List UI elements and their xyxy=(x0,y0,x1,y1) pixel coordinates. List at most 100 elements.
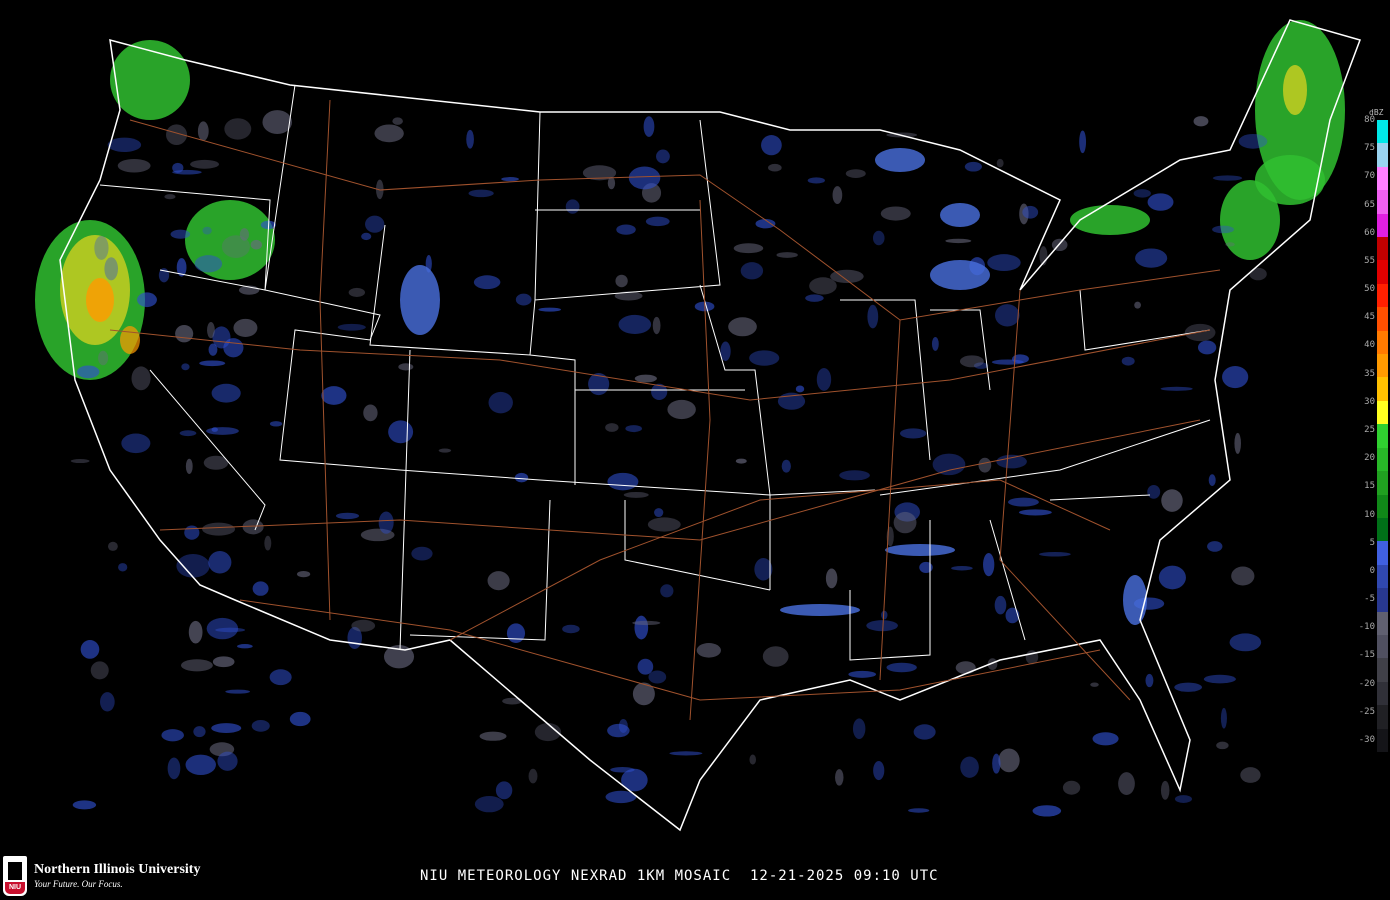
legend-swatch xyxy=(1377,447,1388,472)
radar-echo xyxy=(194,255,223,273)
radar-echo xyxy=(867,304,879,329)
radar-echo xyxy=(735,458,747,464)
radar-echo xyxy=(202,226,212,235)
radar-echo xyxy=(100,692,115,712)
radar-echo xyxy=(1161,489,1183,512)
radar-echo xyxy=(607,177,616,190)
radar-echo xyxy=(940,203,980,227)
radar-echo xyxy=(1008,497,1039,507)
radar-echo xyxy=(1207,541,1223,552)
radar-echo xyxy=(643,116,655,137)
radar-echo xyxy=(761,135,782,156)
niu-logo: NIU Northern Illinois University Your Fu… xyxy=(3,856,233,898)
radar-echo xyxy=(885,544,955,556)
radar-echo xyxy=(1070,205,1150,235)
radar-echo xyxy=(880,206,911,221)
legend-tick: 60 xyxy=(1364,227,1375,238)
radar-echo xyxy=(184,525,200,540)
radar-echo xyxy=(919,561,933,574)
dbz-legend: dBZ 80 75 70 65 60 55 50 45 40 35 30 25 20 15 10 5 0 -5 -1… xyxy=(1355,108,1390,758)
highway xyxy=(449,479,1111,641)
radar-echo xyxy=(951,565,973,571)
highway xyxy=(319,99,331,621)
radar-echo xyxy=(217,751,238,771)
radar-echo xyxy=(1160,386,1193,391)
radar-echo xyxy=(960,756,979,778)
legend-swatch xyxy=(1377,541,1388,565)
radar-echo xyxy=(110,40,190,120)
legend-swatch xyxy=(1377,260,1388,284)
state-lines xyxy=(99,84,1211,661)
legend-swatch xyxy=(1377,424,1388,448)
radar-echo xyxy=(131,366,151,391)
radar-echo xyxy=(1220,707,1227,729)
radar-echo xyxy=(488,391,513,414)
radar-echo xyxy=(188,620,203,644)
radar-echo xyxy=(1216,741,1229,750)
radar-echo xyxy=(242,519,264,535)
legend-tick: -10 xyxy=(1358,622,1375,633)
radar-echo xyxy=(190,159,220,169)
radar-echo xyxy=(365,215,385,233)
radar-echo xyxy=(696,643,721,658)
radar-echo xyxy=(117,158,151,173)
radar-echo xyxy=(179,430,197,437)
radar-echo xyxy=(1032,805,1062,817)
radar-echo xyxy=(388,420,414,444)
radar-echo xyxy=(207,322,215,339)
radar-echo xyxy=(973,362,989,369)
radar-echo xyxy=(1147,193,1174,211)
radar-echo xyxy=(296,571,311,578)
radar-echo xyxy=(893,511,917,534)
radar-echo xyxy=(1203,674,1236,684)
radar-echo xyxy=(582,165,617,181)
legend-unit: dBZ xyxy=(1369,108,1384,117)
radar-echo xyxy=(473,275,501,290)
radar-echo xyxy=(830,269,864,284)
radar-echo xyxy=(754,558,773,581)
radar-echo xyxy=(506,623,526,643)
legend-swatch xyxy=(1377,120,1388,144)
radar-echo xyxy=(264,535,272,551)
radar-echo xyxy=(411,546,433,561)
radar-echo xyxy=(70,458,90,464)
radar-echo xyxy=(185,458,193,474)
radar-echo xyxy=(1212,175,1243,181)
radar-echo xyxy=(996,454,1027,469)
radar-echo xyxy=(749,350,780,366)
legend-tick: -5 xyxy=(1364,594,1375,605)
radar-echo xyxy=(185,754,216,776)
radar-echoes xyxy=(35,20,1345,817)
legend-swatch xyxy=(1377,213,1388,238)
radar-echo xyxy=(632,682,655,706)
radar-echo xyxy=(669,751,703,756)
radar-echo xyxy=(899,428,927,439)
radar-echo xyxy=(1121,356,1135,366)
radar-echo xyxy=(1193,116,1209,127)
legend-tick: 80 xyxy=(1364,115,1375,125)
radar-echo xyxy=(80,640,100,659)
radar-echo xyxy=(107,541,118,551)
radar-echo xyxy=(208,343,218,356)
radar-echo xyxy=(607,723,630,738)
radar-echo xyxy=(881,610,888,620)
radar-echo xyxy=(776,252,798,258)
legend-tick: 10 xyxy=(1364,509,1375,520)
radar-echo xyxy=(203,455,229,470)
legend-swatch xyxy=(1377,471,1388,495)
radar-echo xyxy=(107,137,142,152)
radar-echo xyxy=(211,427,218,432)
radar-echo xyxy=(1184,323,1216,342)
radar-echo xyxy=(239,228,250,241)
radar-echo xyxy=(852,718,866,740)
radar-echo xyxy=(839,470,870,481)
radar-echo xyxy=(175,324,194,343)
radar-echo xyxy=(845,169,866,178)
radar-echo xyxy=(206,617,239,640)
legend-tick: 30 xyxy=(1364,396,1375,407)
radar-echo xyxy=(225,689,251,694)
legend-swatch xyxy=(1377,377,1388,401)
radar-echo xyxy=(628,166,661,190)
radar-echo xyxy=(90,661,109,680)
legend-swatch xyxy=(1377,237,1388,261)
